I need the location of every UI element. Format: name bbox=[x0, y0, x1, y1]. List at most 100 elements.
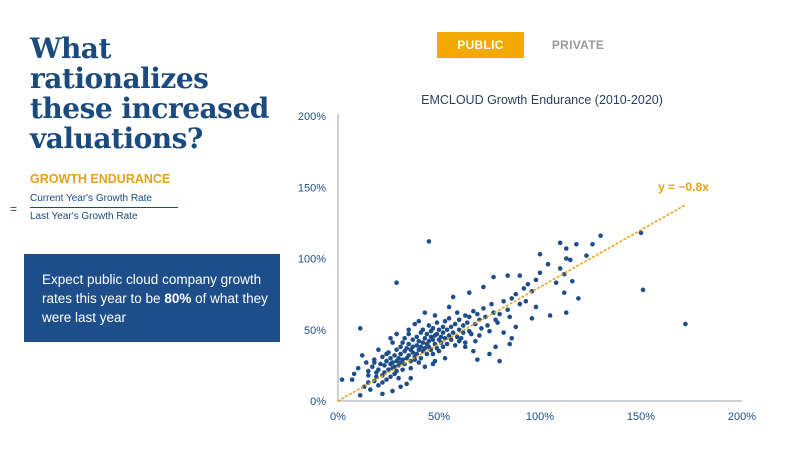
data-point bbox=[426, 239, 432, 244]
data-point bbox=[430, 361, 436, 367]
data-point bbox=[481, 306, 486, 311]
data-point bbox=[376, 367, 381, 372]
data-point bbox=[388, 336, 393, 341]
callout-box: Expect public cloud company growth rates… bbox=[24, 254, 280, 342]
data-point bbox=[422, 364, 428, 370]
data-point bbox=[456, 317, 462, 323]
data-point bbox=[487, 328, 492, 334]
x-tick-label: 150% bbox=[627, 411, 655, 423]
data-point bbox=[357, 326, 363, 331]
data-point bbox=[368, 387, 373, 392]
callout-text-before: Expect public cloud company growth rates… bbox=[42, 272, 262, 306]
data-point bbox=[507, 314, 512, 320]
data-point bbox=[440, 330, 446, 335]
data-point bbox=[394, 331, 399, 337]
data-point bbox=[497, 358, 502, 364]
data-point bbox=[467, 314, 472, 320]
data-point bbox=[557, 240, 563, 246]
data-point bbox=[545, 261, 551, 267]
data-point bbox=[683, 321, 688, 327]
data-point bbox=[442, 336, 448, 341]
data-point bbox=[471, 348, 476, 354]
data-point bbox=[422, 310, 428, 315]
data-point bbox=[434, 320, 440, 325]
data-point bbox=[355, 365, 361, 371]
data-point bbox=[414, 351, 420, 357]
data-point bbox=[357, 393, 363, 398]
data-point bbox=[410, 344, 416, 350]
data-point bbox=[410, 337, 416, 343]
data-point bbox=[442, 318, 448, 324]
data-point bbox=[505, 307, 510, 313]
data-point bbox=[495, 320, 500, 325]
data-point bbox=[481, 284, 486, 290]
data-point bbox=[382, 363, 387, 368]
data-point bbox=[426, 338, 432, 344]
data-point bbox=[513, 324, 519, 330]
data-point bbox=[485, 323, 490, 328]
data-point bbox=[380, 380, 385, 385]
data-point bbox=[448, 337, 454, 343]
data-point bbox=[446, 316, 452, 321]
data-point bbox=[349, 377, 355, 382]
data-point bbox=[537, 270, 543, 276]
data-point bbox=[359, 353, 365, 358]
data-point bbox=[424, 331, 430, 337]
data-point bbox=[438, 334, 444, 340]
data-point bbox=[505, 273, 510, 278]
data-point bbox=[406, 341, 411, 347]
data-point bbox=[598, 233, 603, 238]
data-point bbox=[462, 344, 468, 350]
data-point bbox=[376, 347, 381, 353]
data-point bbox=[404, 345, 409, 351]
data-point bbox=[444, 341, 450, 347]
data-point bbox=[507, 341, 512, 347]
data-point bbox=[517, 301, 523, 307]
callout-highlight: 80% bbox=[164, 291, 192, 306]
x-tick-label: 0% bbox=[330, 411, 346, 423]
data-point bbox=[523, 298, 529, 304]
data-point bbox=[424, 351, 430, 357]
tab-private[interactable]: PRIVATE bbox=[551, 38, 605, 52]
callout-text-after: of what they were last year bbox=[42, 291, 268, 325]
y-tick-label: 200% bbox=[298, 111, 326, 123]
data-point bbox=[404, 381, 409, 387]
data-point bbox=[396, 355, 401, 361]
data-point bbox=[406, 327, 411, 333]
data-point bbox=[351, 371, 357, 377]
x-tick-label: 200% bbox=[728, 411, 756, 423]
data-point bbox=[388, 374, 393, 380]
data-point bbox=[430, 337, 436, 343]
data-point bbox=[416, 318, 422, 324]
data-point bbox=[412, 321, 418, 327]
data-point bbox=[464, 320, 470, 325]
data-point bbox=[521, 286, 527, 291]
tab-public[interactable]: PUBLIC bbox=[437, 32, 524, 58]
data-point bbox=[475, 357, 480, 362]
data-point bbox=[430, 351, 436, 357]
data-point bbox=[454, 334, 460, 340]
data-point bbox=[410, 350, 416, 355]
data-point bbox=[489, 301, 494, 307]
y-tick-label: 100% bbox=[298, 254, 326, 266]
data-point bbox=[366, 368, 371, 374]
data-point bbox=[398, 344, 403, 350]
data-point bbox=[418, 344, 424, 350]
data-point bbox=[422, 336, 428, 341]
data-point bbox=[525, 281, 531, 287]
data-point bbox=[392, 364, 397, 370]
data-point bbox=[450, 330, 456, 335]
data-point bbox=[462, 313, 468, 318]
data-point bbox=[454, 310, 460, 315]
data-point bbox=[422, 345, 428, 351]
formula-denominator: Last Year's Growth Rate bbox=[30, 211, 138, 222]
y-tick-label: 50% bbox=[304, 325, 326, 337]
y-tick-label: 150% bbox=[298, 182, 326, 194]
data-point bbox=[434, 331, 440, 337]
data-point bbox=[479, 326, 484, 331]
data-point bbox=[432, 313, 438, 318]
data-point bbox=[442, 355, 448, 361]
data-point bbox=[440, 344, 446, 350]
data-point bbox=[414, 343, 420, 348]
data-point bbox=[416, 360, 422, 365]
